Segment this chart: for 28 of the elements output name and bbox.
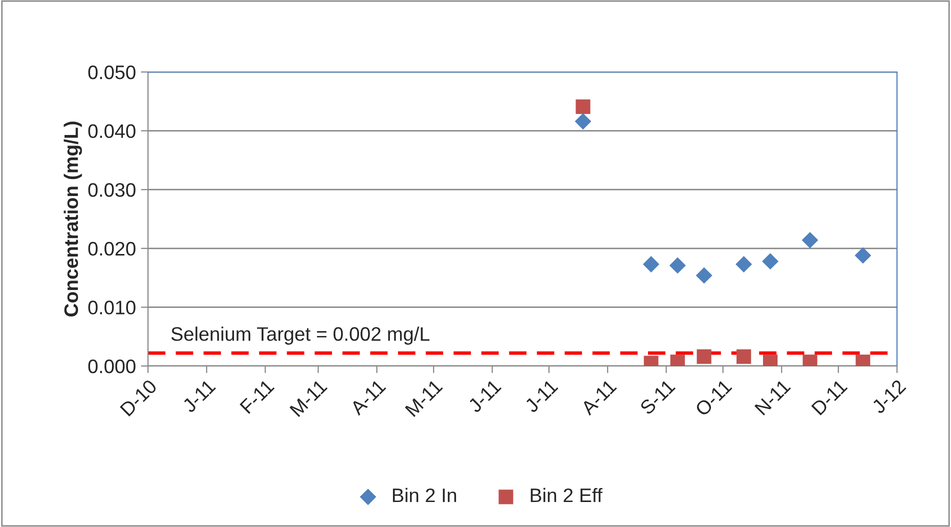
- x-tick-label: O-11: [694, 378, 732, 417]
- point: [642, 256, 660, 272]
- point: [576, 99, 590, 114]
- point: [854, 247, 872, 264]
- point: [736, 256, 752, 272]
- x-tick-label: F-11: [240, 378, 275, 414]
- y-tick-label: 0.000: [88, 359, 136, 374]
- legend-label: Bin 2 In: [392, 488, 456, 502]
- point: [669, 257, 686, 274]
- y-tick-label: 0.040: [88, 124, 136, 138]
- point: [696, 267, 712, 284]
- point: [736, 349, 752, 364]
- point: [696, 349, 712, 364]
- ref-line-label: Selenium Target = 0.002 mg/L: [171, 326, 430, 345]
- y-tick-label: 0.030: [88, 183, 136, 197]
- y-axis-title: Concentration (mg/L): [64, 122, 82, 316]
- point: [574, 113, 592, 130]
- x-tick-label: J-11: [467, 378, 502, 414]
- x-tick-label: S-11: [639, 378, 676, 416]
- x-tick-label: J-11: [524, 378, 558, 414]
- point: [762, 253, 778, 270]
- x-tick-label: J-12: [870, 378, 906, 414]
- y-tick-label: 0.020: [88, 242, 136, 256]
- y-tick-label: 0.010: [88, 300, 136, 314]
- legend-label: Bin 2 Eff: [530, 488, 602, 502]
- point: [802, 232, 818, 248]
- y-tick-label: 0.050: [88, 65, 136, 80]
- x-tick-label: J-11: [182, 378, 216, 414]
